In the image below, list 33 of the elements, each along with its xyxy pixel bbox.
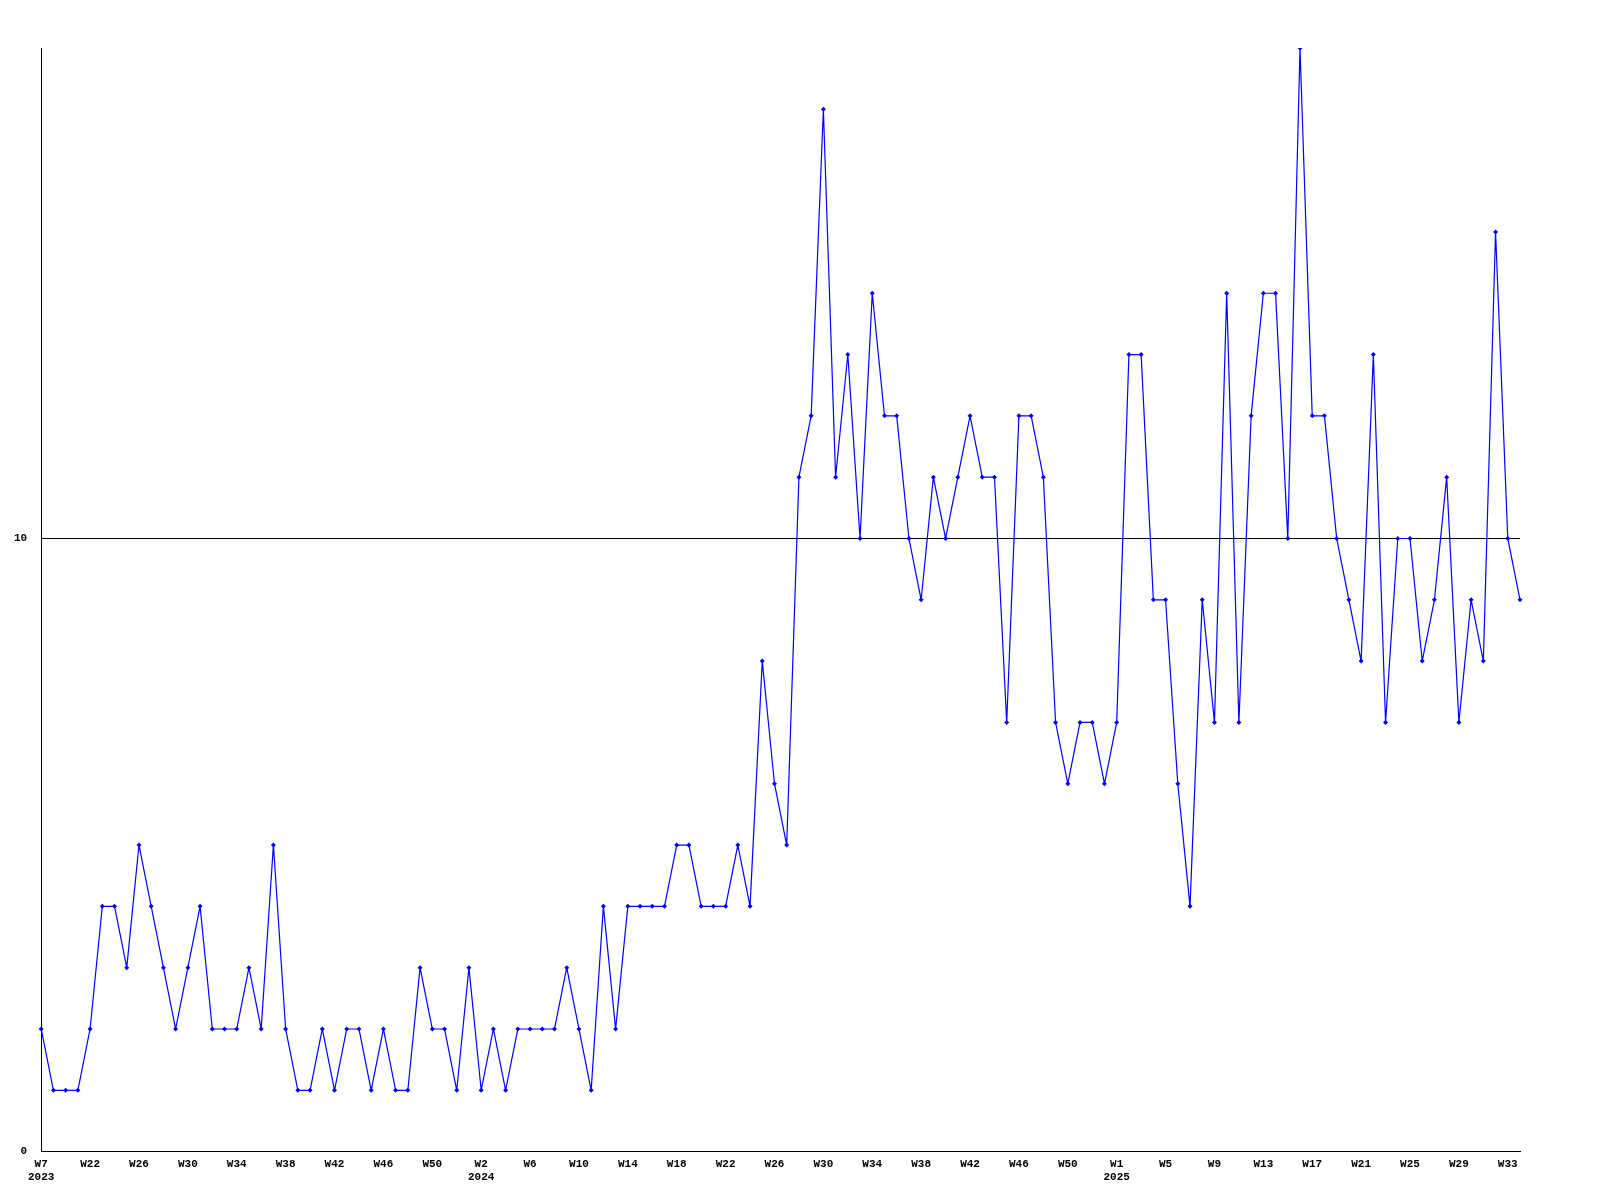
x-tick-label: W22 <box>715 1157 736 1170</box>
x-tick-label: W17 <box>1302 1157 1323 1170</box>
x-tick-label: W22 <box>80 1157 100 1170</box>
y-tick-label: 10 <box>14 532 28 545</box>
x-tick-label: W34 <box>862 1157 883 1170</box>
x-tick-label: W25 <box>1400 1157 1421 1170</box>
x-tick-label: W26 <box>764 1157 785 1170</box>
x-tick-label: W13 <box>1253 1157 1274 1170</box>
x-tick-label: W30 <box>813 1157 834 1170</box>
x-tick-label: W46 <box>373 1157 394 1170</box>
x-tick-label: W21 <box>1351 1157 1372 1170</box>
x-tick-label: W2 2024 <box>467 1157 495 1184</box>
x-tick-label: W9 <box>1207 1157 1222 1170</box>
x-tick-label: W38 <box>911 1157 932 1170</box>
x-tick-label: W33 <box>1497 1157 1519 1170</box>
x-tick-label: W14 <box>617 1157 639 1170</box>
x-tick-label: W6 <box>523 1157 537 1170</box>
x-tick-label: W18 <box>666 1157 688 1170</box>
x-tick-label: W7 2023 <box>28 1157 55 1184</box>
x-tick-label: W30 <box>177 1157 198 1170</box>
x-tick-label: W10 <box>569 1157 589 1170</box>
x-tick-label: W1 2025 <box>1103 1157 1131 1184</box>
y-tick-label: 0 <box>20 1145 28 1158</box>
x-tick-label: W46 <box>1009 1157 1029 1170</box>
x-tick-label: W50 <box>1057 1157 1078 1170</box>
x-tick-label: W38 <box>275 1157 296 1170</box>
x-tick-label: W50 <box>422 1157 443 1170</box>
x-tick-label: W5 <box>1158 1157 1173 1170</box>
x-tick-label: W42 <box>960 1157 980 1170</box>
x-tick-label: W42 <box>324 1157 345 1170</box>
x-tick-label: W34 <box>226 1157 248 1170</box>
x-tick-label: W26 <box>129 1157 149 1170</box>
x-tick-label: W29 <box>1448 1157 1469 1170</box>
